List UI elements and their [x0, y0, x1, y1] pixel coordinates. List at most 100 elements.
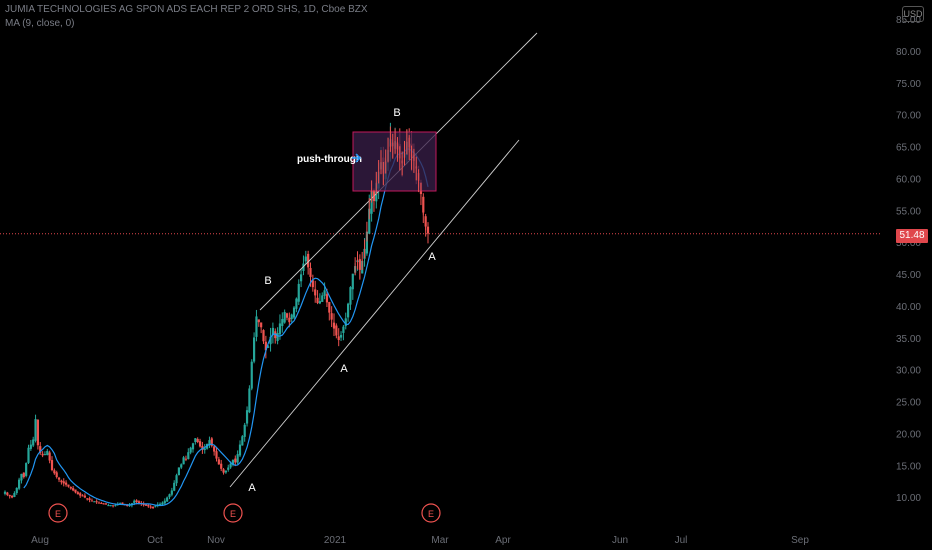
candle-body: [15, 487, 18, 494]
candle-body: [241, 436, 244, 446]
y-tick-label: 75.00: [896, 79, 921, 90]
candle-body: [262, 330, 265, 342]
candle-body: [163, 500, 166, 504]
candle-body: [316, 297, 319, 304]
candle-body: [344, 318, 347, 327]
candle-body: [191, 443, 195, 450]
x-tick-label: Oct: [147, 535, 163, 546]
candle-body: [133, 500, 136, 503]
y-tick-label: 25.00: [896, 398, 921, 409]
candle-body: [278, 323, 282, 335]
x-tick-label: Apr: [495, 535, 511, 546]
y-tick-label: 50.00: [896, 238, 921, 249]
candle-body: [196, 439, 199, 443]
candle-body: [335, 325, 338, 336]
candle-body: [29, 444, 32, 449]
candle-body: [76, 492, 79, 495]
x-tick-label: Jun: [612, 535, 628, 546]
candle-body: [292, 307, 296, 318]
candle-body: [269, 336, 272, 345]
candle-body: [325, 294, 329, 303]
candle-body: [210, 438, 213, 446]
candle-body: [243, 424, 246, 437]
candle-body: [62, 481, 65, 484]
candle-body: [267, 346, 270, 348]
candle-body: [36, 419, 39, 446]
candle-body: [229, 463, 232, 468]
candle-body: [53, 470, 56, 474]
candle-body: [337, 336, 340, 341]
candle-body: [173, 482, 176, 491]
candle-body: [248, 388, 251, 413]
candle-body: [189, 447, 192, 453]
candle-body: [126, 504, 129, 506]
candle-body: [55, 472, 58, 478]
candle-body: [231, 459, 235, 465]
candle-body: [43, 454, 47, 456]
candle-body: [88, 498, 91, 501]
candle-body: [6, 492, 9, 495]
candle-body: [175, 475, 178, 484]
candle-body: [79, 493, 82, 496]
candle-body: [288, 317, 291, 323]
y-tick-label: 20.00: [896, 429, 921, 440]
candle-body: [213, 446, 216, 452]
candle-body: [107, 505, 110, 507]
candle-body: [182, 457, 185, 465]
candle-body: [177, 467, 180, 475]
candle-body: [102, 503, 105, 505]
candle-body: [307, 253, 310, 268]
candle-body: [321, 295, 324, 302]
candle-body: [168, 494, 171, 498]
y-tick-label: 35.00: [896, 334, 921, 345]
candle-body: [22, 472, 25, 478]
x-tick-label: Jul: [675, 535, 688, 546]
candle-body: [300, 274, 303, 282]
candle-body: [368, 208, 371, 234]
x-tick-label: Nov: [207, 535, 225, 546]
candle-body: [149, 506, 152, 508]
candle-body: [69, 486, 72, 489]
y-tick-label: 80.00: [896, 47, 921, 58]
candle-body: [151, 507, 155, 509]
candle-body: [347, 303, 350, 318]
y-tick-label: 15.00: [896, 461, 921, 472]
candle-body: [255, 316, 258, 337]
highlight-box: [352, 131, 437, 192]
y-tick-label: 85.00: [896, 15, 921, 26]
earnings-label: E: [428, 509, 434, 519]
candle-body: [119, 503, 122, 505]
candle-body: [208, 440, 211, 446]
candle-body: [227, 467, 230, 470]
candle-body: [170, 490, 173, 495]
earnings-label: E: [230, 509, 236, 519]
candle-body: [109, 505, 112, 507]
push-arrow: [352, 153, 362, 163]
candle-body: [161, 502, 164, 505]
candle-body: [39, 446, 42, 453]
candle-body: [297, 283, 300, 302]
candle-body: [60, 480, 63, 483]
earnings-marker: [48, 503, 68, 523]
x-tick-label: 2021: [324, 535, 347, 546]
candle-body: [86, 498, 89, 500]
x-tick-label: Sep: [791, 535, 809, 546]
candle-body: [302, 263, 305, 271]
candle-body: [100, 502, 103, 504]
indicator-legend[interactable]: MA (9, close, 0): [5, 18, 75, 29]
candle-body: [137, 501, 141, 504]
candle-body: [311, 280, 314, 288]
candle-body: [217, 459, 220, 465]
earnings-label: E: [55, 509, 61, 519]
currency-badge[interactable]: USD: [902, 6, 924, 22]
candle-body: [74, 489, 77, 493]
wave-label: A: [248, 482, 256, 494]
candle-body: [250, 361, 253, 389]
wave-label: A: [428, 251, 436, 263]
candle-body: [290, 314, 293, 319]
push-through-label: push-through: [297, 154, 362, 165]
candle-body: [180, 464, 183, 468]
candle-body: [203, 448, 206, 451]
